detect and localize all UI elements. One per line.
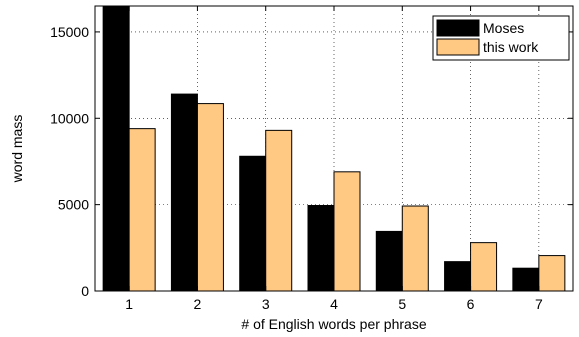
bar-this-work-4 (333, 171, 361, 292)
x-tick-label: 6 (467, 296, 475, 312)
bar-moses-1 (102, 5, 130, 292)
bar-moses-6 (444, 261, 472, 292)
bar-this-work-2 (196, 103, 224, 292)
axis-ticks: 0 5000 10000 15000 1 2 3 4 5 6 7 (50, 6, 573, 312)
y-tick-label: 15000 (50, 24, 89, 40)
bars (102, 5, 566, 292)
x-tick-label: 4 (330, 296, 338, 312)
x-tick-label: 3 (262, 296, 270, 312)
bar-moses-2 (170, 93, 198, 292)
bar-moses-7 (512, 267, 540, 292)
x-tick-label: 5 (398, 296, 406, 312)
bar-this-work-3 (265, 129, 293, 292)
bar-this-work-6 (470, 242, 498, 292)
legend-swatch-this-work (436, 38, 480, 56)
y-tick-label: 0 (81, 283, 89, 299)
bar-this-work-5 (401, 205, 429, 292)
x-tick-label: 1 (125, 296, 133, 312)
x-axis-label: # of English words per phrase (241, 316, 426, 332)
legend-label-moses: Moses (483, 20, 524, 36)
legend-swatch-moses (436, 19, 480, 37)
bar-moses-3 (239, 155, 267, 292)
legend-label-this-work: this work (483, 39, 539, 55)
y-tick-label: 10000 (50, 110, 89, 126)
bar-this-work-1 (128, 128, 156, 292)
legend: Moses this work (432, 15, 570, 61)
bar-moses-5 (375, 230, 403, 292)
y-tick-label: 5000 (58, 197, 89, 213)
bar-moses-4 (307, 205, 335, 292)
y-axis-label: word mass (9, 115, 25, 184)
x-tick-label: 2 (194, 296, 202, 312)
x-tick-label: 7 (535, 296, 543, 312)
bar-this-work-7 (538, 255, 566, 292)
